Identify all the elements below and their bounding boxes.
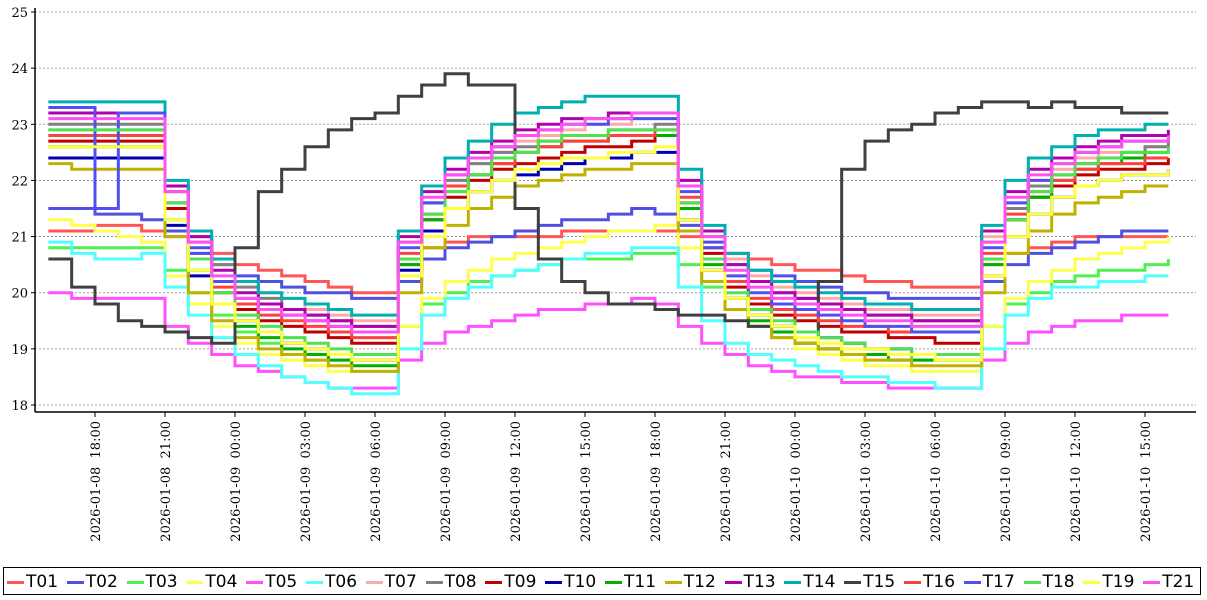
legend-swatch bbox=[186, 580, 204, 584]
x-tick-label: 2026-01-09 15:00 bbox=[579, 421, 594, 542]
x-tick-label: 2026-01-08 21:00 bbox=[159, 421, 174, 542]
y-tick-label: 22 bbox=[11, 174, 28, 189]
x-tick-label: 2026-01-10 00:00 bbox=[789, 421, 804, 542]
x-tick-label: 2026-01-10 12:00 bbox=[1069, 421, 1084, 542]
x-tick-label: 2026-01-09 21:00 bbox=[719, 421, 734, 542]
legend-item-t06: T06 bbox=[306, 572, 357, 592]
series-line-t09 bbox=[48, 134, 1170, 345]
legend-item-t01: T01 bbox=[7, 572, 58, 592]
legend-swatch bbox=[963, 580, 981, 584]
legend-swatch bbox=[605, 580, 622, 584]
x-tick-label: 2026-01-09 18:00 bbox=[649, 421, 664, 542]
legend-item-t05: T05 bbox=[246, 572, 297, 592]
series-line-t14 bbox=[48, 94, 1169, 317]
legend-swatch bbox=[425, 580, 443, 584]
legend-label: T10 bbox=[564, 572, 597, 592]
x-tick-label: 2026-01-09 03:00 bbox=[299, 421, 314, 542]
legend-label: T08 bbox=[444, 572, 477, 592]
y-tick-label: 23 bbox=[11, 118, 28, 133]
legend-item-t09: T09 bbox=[485, 572, 536, 592]
legend-swatch bbox=[1023, 580, 1041, 584]
legend-label: T16 bbox=[923, 572, 956, 592]
legend-label: T04 bbox=[205, 572, 238, 592]
legend-item-t11: T11 bbox=[605, 572, 656, 592]
y-tick-label: 20 bbox=[11, 287, 28, 302]
x-tick-labels: 2026-01-08 18:00 2026-01-08 21:00 2026-01-… bbox=[89, 412, 1154, 542]
legend-label: T09 bbox=[504, 572, 537, 592]
legend-label: T05 bbox=[265, 572, 298, 592]
legend-label: T14 bbox=[803, 572, 836, 592]
series-line-t05 bbox=[48, 291, 1169, 390]
y-tick-label: 18 bbox=[11, 399, 28, 414]
legend-swatch bbox=[7, 580, 24, 584]
legend-swatch bbox=[904, 580, 921, 584]
legend-item-t02: T02 bbox=[66, 572, 118, 592]
legend-label: T02 bbox=[85, 572, 118, 592]
legend-swatch bbox=[246, 580, 264, 584]
legend-item-t03: T03 bbox=[126, 572, 178, 592]
legend-label: T07 bbox=[384, 572, 417, 592]
legend-label: T18 bbox=[1042, 572, 1075, 592]
y-tick-labels: 18 19 20 21 22 23 24 25 bbox=[11, 6, 35, 414]
legend-item-t12: T12 bbox=[664, 572, 716, 592]
series-line-t10 bbox=[48, 150, 1170, 362]
legend-item-t21: T21 bbox=[1143, 572, 1194, 592]
legend-item-t17: T17 bbox=[963, 572, 1015, 592]
legend-item-t18: T18 bbox=[1023, 572, 1075, 592]
legend-item-t07: T07 bbox=[365, 572, 417, 592]
y-tick-label: 25 bbox=[11, 6, 28, 21]
series-line-t16 bbox=[48, 128, 1169, 340]
legend-item-t14: T14 bbox=[784, 572, 835, 592]
y-tick-label: 24 bbox=[11, 62, 28, 77]
legend-label: T12 bbox=[683, 572, 716, 592]
legend-label: T01 bbox=[26, 572, 59, 592]
x-tick-label: 2026-01-09 06:00 bbox=[369, 421, 384, 542]
series-line-t12 bbox=[48, 162, 1169, 373]
x-tick-label: 2026-01-09 09:00 bbox=[439, 421, 454, 542]
series-lines bbox=[48, 72, 1170, 396]
legend: T01 T02 T03 T04 T05 T06 T07 T08 T09 T10 T11 T12 T13 T… bbox=[3, 567, 1201, 595]
legend-swatch bbox=[784, 580, 802, 584]
legend-item-t10: T10 bbox=[545, 572, 596, 592]
legend-label: T17 bbox=[982, 572, 1015, 592]
legend-swatch bbox=[485, 580, 503, 584]
x-tick-label: 2026-01-10 03:00 bbox=[859, 421, 874, 542]
x-tick-label: 2026-01-10 06:00 bbox=[929, 421, 944, 542]
legend-item-t13: T13 bbox=[724, 572, 776, 592]
legend-swatch bbox=[724, 580, 742, 584]
legend-label: T13 bbox=[743, 572, 776, 592]
legend-item-t15: T15 bbox=[844, 572, 895, 592]
legend-swatch bbox=[545, 580, 563, 584]
legend-label: T21 bbox=[1162, 572, 1195, 592]
legend-item-t19: T19 bbox=[1083, 572, 1134, 592]
x-tick-label: 2026-01-08 18:00 bbox=[89, 421, 104, 542]
series-line-t19 bbox=[48, 145, 1170, 362]
series-line-t21 bbox=[48, 111, 1170, 334]
legend-swatch bbox=[844, 580, 862, 584]
x-tick-label: 2026-01-10 15:00 bbox=[1139, 421, 1154, 542]
axes bbox=[34, 8, 1196, 413]
x-tick-label: 2026-01-09 00:00 bbox=[229, 421, 244, 542]
legend-label: T15 bbox=[863, 572, 896, 592]
legend-item-t16: T16 bbox=[904, 572, 955, 592]
legend-swatch bbox=[1083, 580, 1101, 584]
y-tick-label: 19 bbox=[11, 343, 28, 358]
legend-label: T11 bbox=[624, 572, 657, 592]
legend-swatch bbox=[306, 580, 323, 584]
legend-label: T19 bbox=[1102, 572, 1135, 592]
x-tick-label: 2026-01-09 12:00 bbox=[509, 421, 524, 542]
legend-swatch bbox=[126, 580, 144, 584]
series-line-t15 bbox=[48, 72, 1169, 345]
legend-swatch bbox=[365, 580, 383, 584]
legend-item-t04: T04 bbox=[186, 572, 237, 592]
legend-label: T06 bbox=[325, 572, 358, 592]
x-tick-label: 2026-01-10 09:00 bbox=[999, 421, 1014, 542]
legend-swatch bbox=[664, 580, 682, 584]
y-tick-label: 21 bbox=[11, 231, 28, 246]
legend-item-t08: T08 bbox=[425, 572, 477, 592]
legend-label: T03 bbox=[145, 572, 178, 592]
legend-swatch bbox=[66, 580, 84, 584]
legend-swatch bbox=[1143, 580, 1161, 584]
